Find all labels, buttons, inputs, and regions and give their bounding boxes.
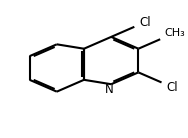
Text: Cl: Cl — [139, 16, 151, 29]
Text: Cl: Cl — [167, 81, 178, 94]
Text: N: N — [105, 83, 114, 96]
Text: CH₃: CH₃ — [165, 28, 186, 38]
